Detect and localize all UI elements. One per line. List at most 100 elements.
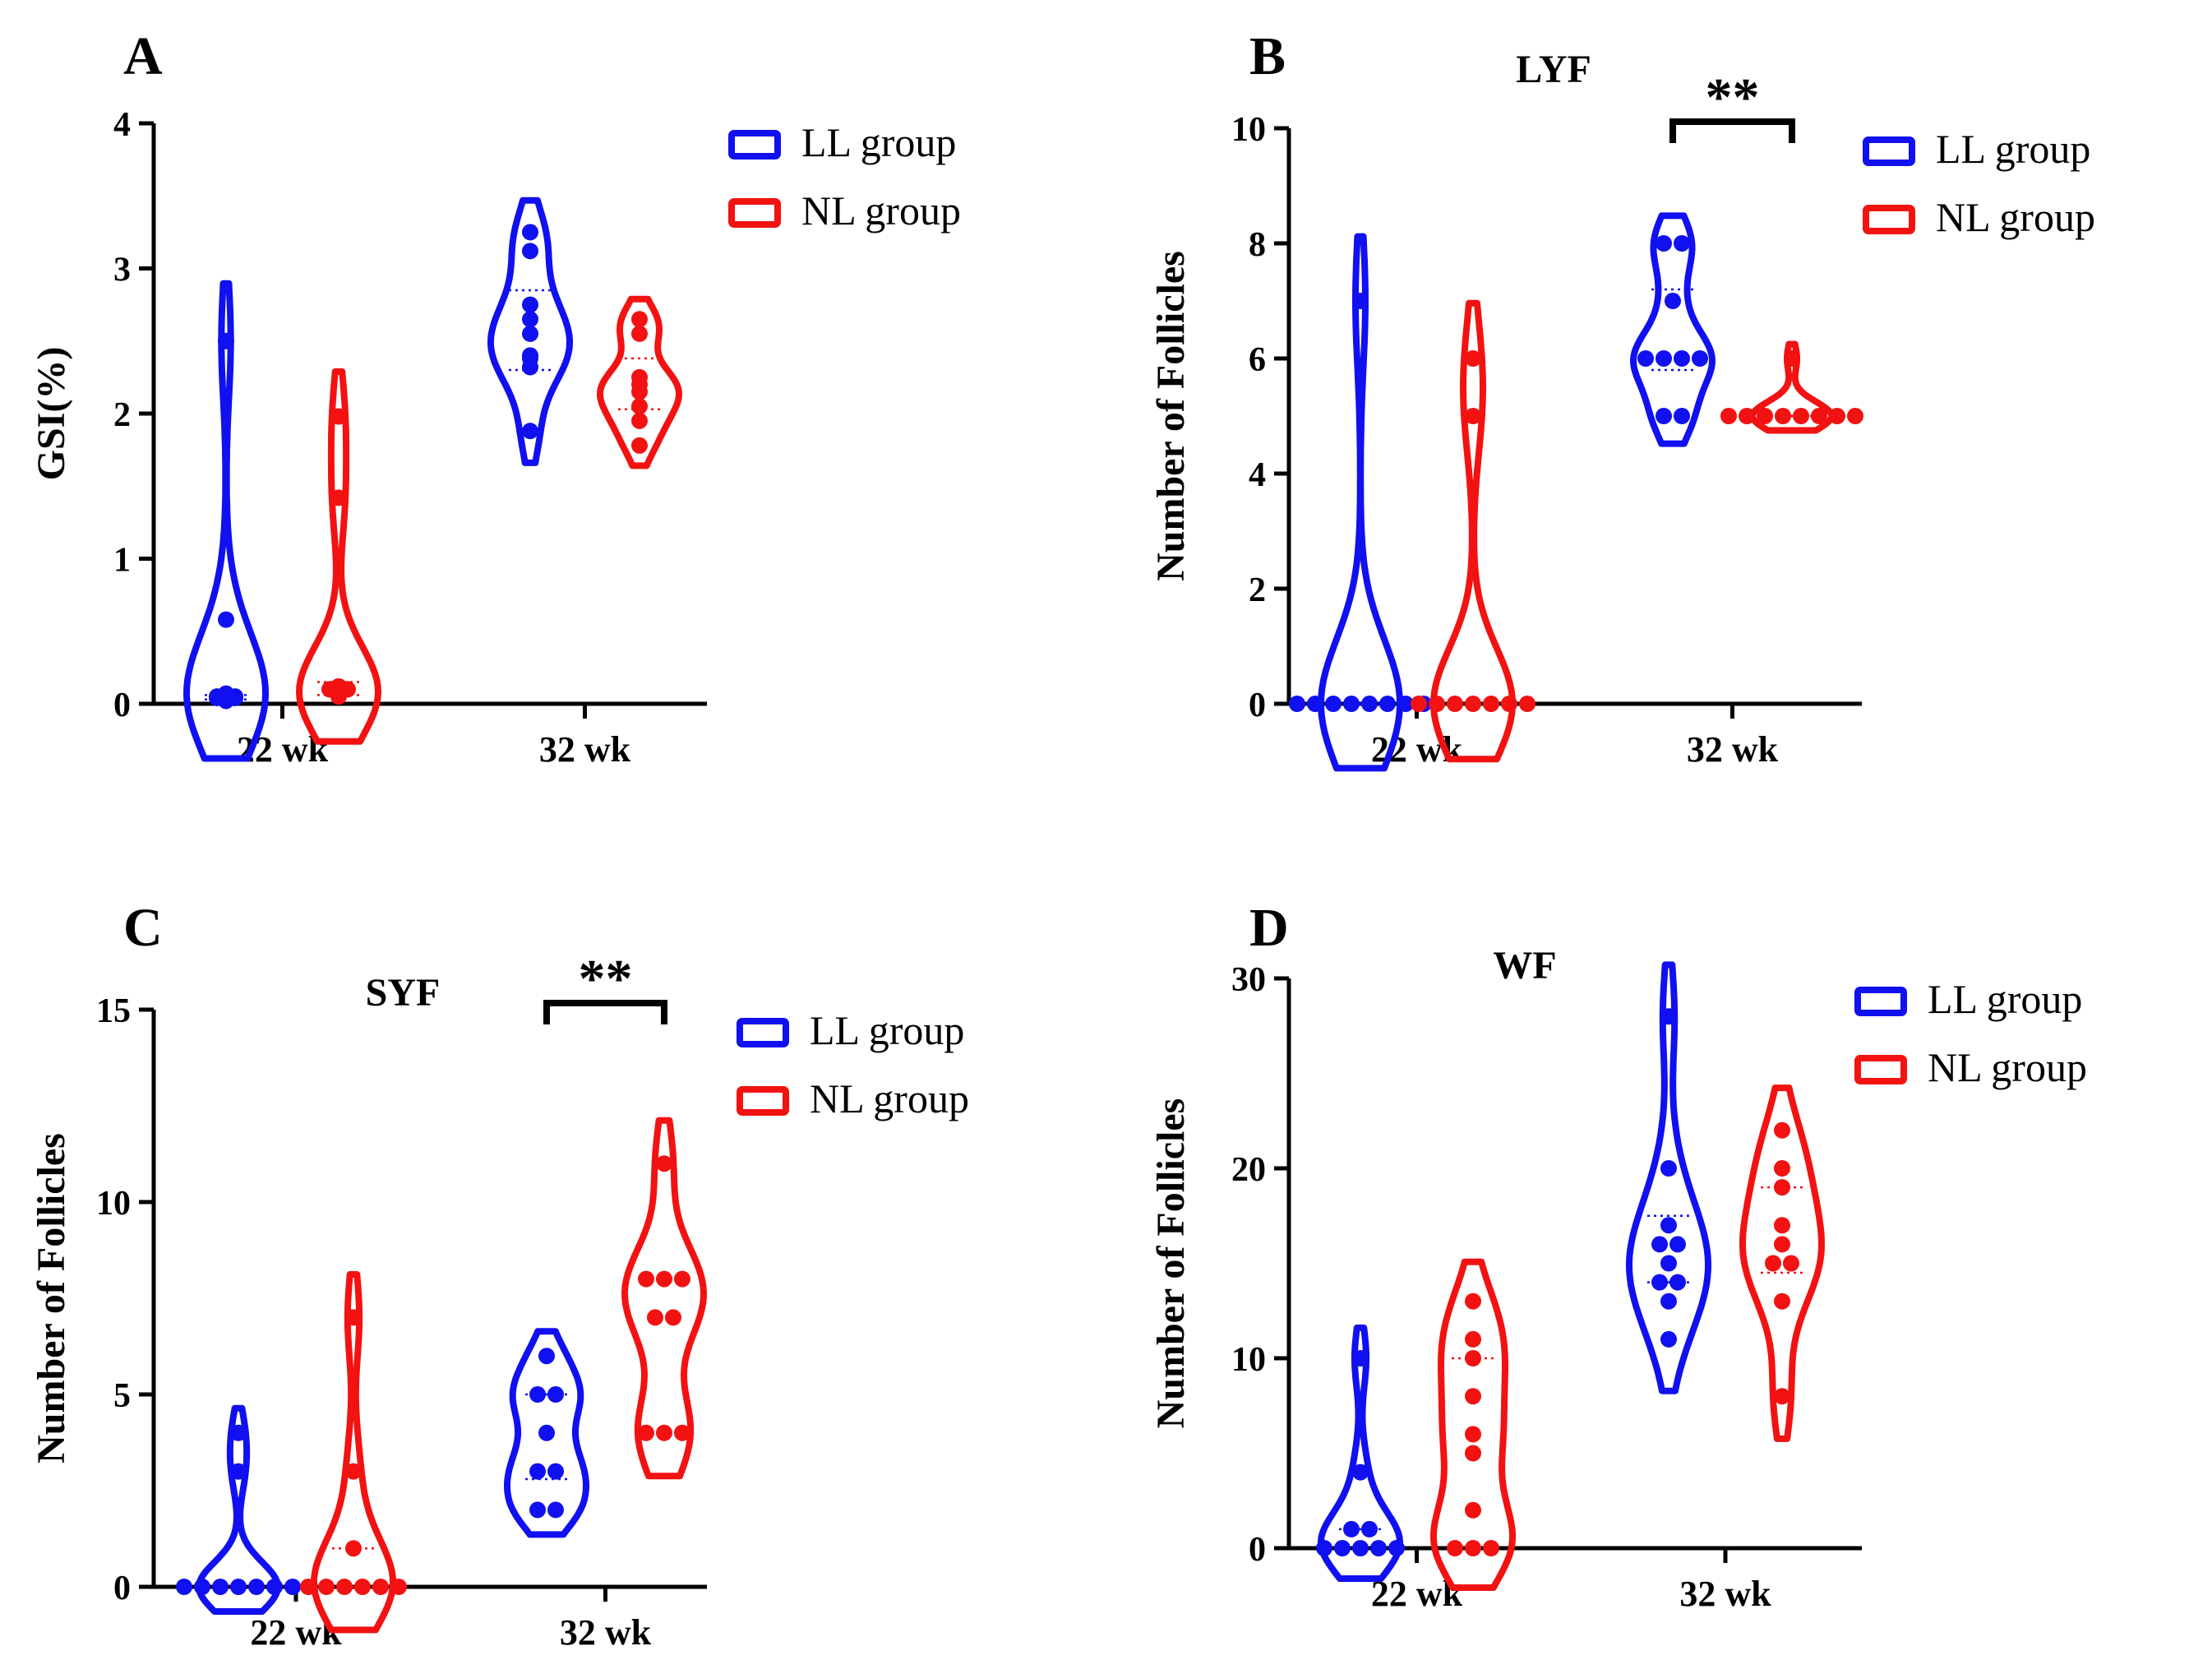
y-tick-label: 10 (1231, 111, 1266, 149)
data-point (1739, 408, 1755, 424)
data-point (218, 611, 234, 628)
data-point (1465, 1330, 1481, 1348)
data-point (522, 423, 538, 440)
data-point (1361, 696, 1378, 712)
data-point (230, 1463, 247, 1480)
significance-bracket: ** (1669, 67, 1795, 143)
data-point (1465, 1292, 1481, 1310)
data-point (631, 437, 648, 454)
data-point (230, 1579, 247, 1595)
data-point (266, 1579, 283, 1595)
legend-label-nl: NL group (1936, 194, 2095, 240)
data-point (522, 224, 538, 241)
data-point (1307, 696, 1323, 712)
data-point (1411, 696, 1427, 712)
data-point (1352, 1540, 1369, 1556)
data-point (1651, 1274, 1668, 1291)
y-tick-label: 0 (1249, 1531, 1266, 1569)
violin-ll-0 (176, 1404, 301, 1615)
data-point (1774, 1179, 1790, 1196)
data-point (1665, 293, 1681, 309)
panel-letter: D (1249, 898, 1289, 958)
data-point (547, 1386, 564, 1403)
data-point (522, 296, 538, 313)
data-point (1370, 1540, 1387, 1556)
y-tick-label: 4 (113, 106, 131, 144)
data-point (1483, 1540, 1499, 1556)
data-point (1774, 1292, 1790, 1310)
data-point (284, 1579, 301, 1595)
data-point (1651, 1236, 1668, 1253)
data-point (345, 1540, 362, 1557)
x-tick-label: 32 wk (1687, 729, 1779, 770)
x-tick-label: 32 wk (560, 1612, 652, 1653)
legend: LL group NL group (1854, 976, 2087, 1090)
data-point (372, 1579, 389, 1595)
significance-bracket: ** (543, 949, 667, 1024)
violin-outline (597, 295, 682, 469)
y-axis-label: Number of Follicles (1149, 1098, 1193, 1429)
data-point (1775, 408, 1791, 424)
violin-outline (1630, 212, 1716, 447)
data-point (1847, 408, 1863, 424)
data-point (1674, 408, 1690, 424)
violin-nl-0 (1430, 1258, 1516, 1591)
panel-title: WF (1493, 944, 1556, 987)
data-point (1465, 696, 1481, 712)
violin-ll-0 (183, 280, 269, 762)
data-point (631, 325, 648, 342)
data-point (1784, 350, 1800, 367)
legend-swatch-nl (728, 198, 781, 228)
y-axis-label: GSI(%) (30, 347, 73, 481)
data-point (538, 1348, 555, 1365)
data-point (647, 1309, 663, 1326)
data-point (656, 1424, 672, 1441)
data-point (538, 1424, 555, 1441)
data-point (656, 1155, 672, 1172)
data-point (1692, 350, 1708, 367)
y-tick-label: 6 (1249, 341, 1266, 379)
data-point (529, 1501, 546, 1519)
violin-outline (196, 1404, 281, 1615)
violin-nl-1 (1739, 1084, 1825, 1442)
data-point (318, 1579, 335, 1595)
data-point (330, 408, 347, 425)
significance-label: ** (1706, 67, 1760, 127)
data-point (522, 243, 538, 260)
data-point (656, 1270, 672, 1288)
legend-label-nl: NL group (810, 1075, 969, 1121)
data-point (1674, 350, 1690, 367)
data-point (665, 1309, 681, 1326)
data-point (1343, 696, 1360, 712)
data-point (1774, 1236, 1790, 1253)
data-point (638, 1270, 654, 1288)
data-point (1465, 1540, 1481, 1556)
legend: LL group NL group (737, 1007, 969, 1121)
violin-outline (621, 1117, 707, 1480)
data-point (1325, 696, 1342, 712)
violin-ll-0 (1316, 1325, 1405, 1582)
data-point (529, 1463, 546, 1480)
data-point (1465, 1426, 1481, 1443)
significance-label: ** (579, 949, 633, 1009)
data-point (330, 688, 347, 705)
data-point (1388, 1540, 1405, 1556)
x-tick-label: 32 wk (539, 729, 631, 770)
data-point (1637, 350, 1654, 367)
y-tick-label: 15 (96, 992, 131, 1030)
data-point (336, 1579, 353, 1595)
legend-label-ll: LL group (1928, 976, 2082, 1022)
data-point (674, 1424, 690, 1441)
data-point (1361, 1520, 1378, 1537)
violin-outline (1749, 340, 1835, 434)
violin-ll-1 (1626, 961, 1711, 1394)
data-point (230, 1424, 247, 1441)
data-point (1447, 696, 1463, 712)
legend-label-ll: LL group (810, 1007, 964, 1053)
violin-outline (1318, 233, 1403, 772)
violin-outline (183, 280, 269, 762)
data-point (631, 383, 648, 400)
violin-ll-0 (1289, 233, 1432, 772)
